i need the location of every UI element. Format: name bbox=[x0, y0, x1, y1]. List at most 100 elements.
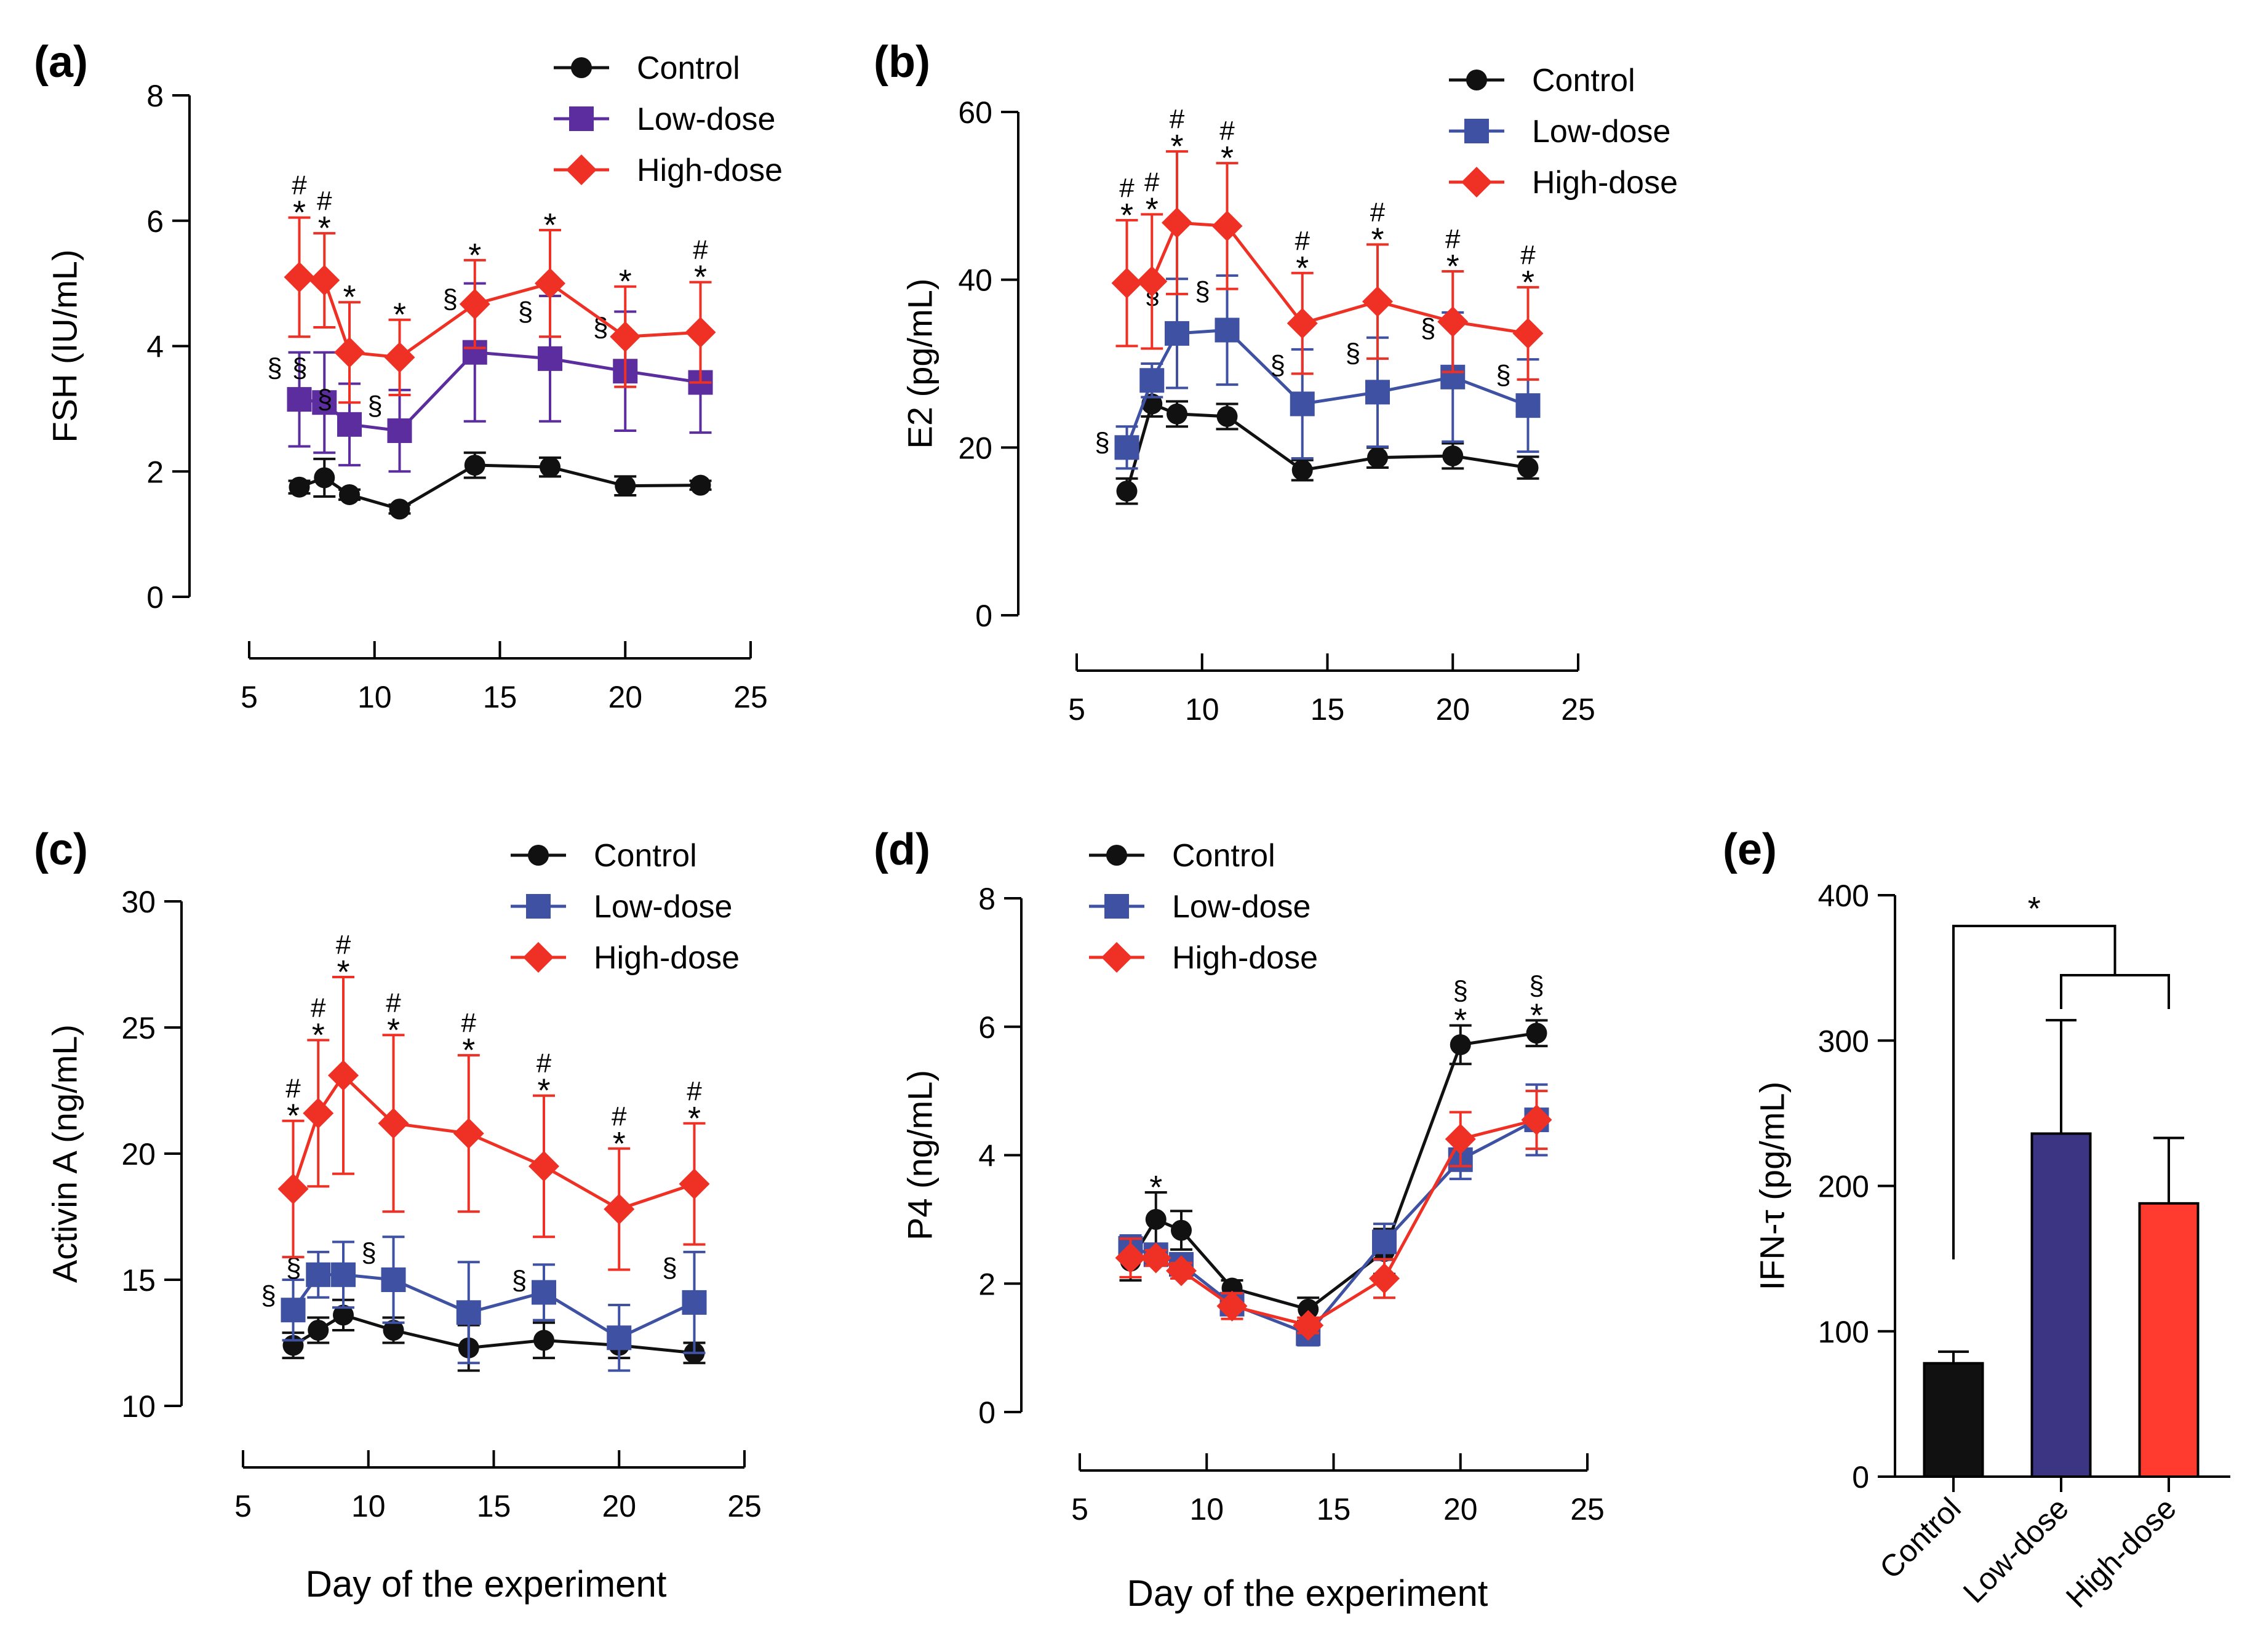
series-control bbox=[288, 451, 712, 520]
data-point bbox=[607, 1325, 632, 1351]
significance-bracket: * bbox=[1952, 890, 2170, 1259]
data-point bbox=[387, 418, 412, 444]
bar-high-dose bbox=[2138, 1202, 2200, 1478]
significance-hash: # bbox=[537, 1048, 552, 1079]
x-category-label: Control bbox=[1873, 1491, 1968, 1586]
series-high-dose: *#*#*#*#*#*#*#*# bbox=[1111, 104, 1544, 381]
y-tick-label: 0 bbox=[1852, 1460, 1869, 1494]
x-tick-label: 25 bbox=[1561, 692, 1595, 727]
significance-section: § bbox=[1529, 970, 1544, 1000]
significance-section: § bbox=[1453, 976, 1468, 1006]
legend-marker bbox=[1461, 167, 1492, 198]
data-point bbox=[1367, 447, 1388, 468]
y-tick-label: 200 bbox=[1818, 1170, 1869, 1204]
x-tick-label: 5 bbox=[234, 1489, 252, 1523]
x-tick-label: 5 bbox=[241, 680, 258, 714]
legend-marker bbox=[1104, 894, 1129, 919]
y-axis-title: IFN-τ (pg/mL) bbox=[1753, 1082, 1792, 1290]
series-high-dose: *#*#*#*#*#*#*#*# bbox=[277, 930, 710, 1271]
significance-hash: # bbox=[461, 1008, 477, 1038]
y-tick-label: 30 bbox=[121, 885, 156, 919]
data-point bbox=[312, 390, 337, 415]
panel-label: (a) bbox=[34, 38, 88, 87]
legend: Control Low-dose High-dose bbox=[554, 50, 783, 188]
series-low-dose: §§§§§§§ bbox=[1095, 274, 1541, 470]
data-point bbox=[1362, 286, 1393, 317]
data-point bbox=[1450, 1034, 1471, 1055]
significance-section: § bbox=[361, 1237, 376, 1267]
significance-star: * bbox=[293, 194, 306, 231]
significance-star: * bbox=[1454, 1002, 1467, 1039]
significance-star: * bbox=[1530, 997, 1543, 1034]
x-axis-title: Day of the experiment bbox=[1127, 1573, 1488, 1614]
data-point bbox=[309, 265, 340, 296]
significance-hash: # bbox=[317, 186, 332, 216]
data-point bbox=[1293, 1310, 1324, 1341]
x-category-label: Low-dose bbox=[1957, 1491, 2075, 1610]
data-point bbox=[383, 1320, 404, 1341]
data-point bbox=[456, 1300, 481, 1325]
data-point bbox=[334, 337, 365, 368]
significance-hash: # bbox=[1370, 197, 1386, 227]
data-point bbox=[682, 1290, 707, 1315]
series-control bbox=[282, 1298, 706, 1372]
data-point bbox=[1145, 1208, 1167, 1230]
data-point bbox=[328, 1059, 359, 1091]
significance-section: § bbox=[267, 353, 282, 383]
y-tick-label: 6 bbox=[978, 1010, 995, 1045]
data-point bbox=[1521, 1104, 1552, 1136]
data-point bbox=[289, 476, 310, 498]
data-point bbox=[1515, 393, 1541, 418]
data-point bbox=[314, 467, 335, 489]
significance-star: * bbox=[619, 263, 632, 300]
legend-label: High-dose bbox=[594, 940, 740, 976]
data-point bbox=[1372, 1229, 1397, 1255]
significance-section: § bbox=[512, 1265, 527, 1295]
legend-marker bbox=[1106, 845, 1127, 866]
bar-low-dose bbox=[2030, 1132, 2092, 1478]
y-axis-title: E2 (pg/mL) bbox=[901, 279, 939, 449]
significance-section: § bbox=[367, 391, 382, 421]
significance-section: § bbox=[1421, 313, 1435, 343]
significance-star: * bbox=[1170, 128, 1183, 165]
data-point bbox=[1216, 1290, 1248, 1322]
x-tick-label: 15 bbox=[1317, 1492, 1351, 1526]
data-point bbox=[533, 1330, 554, 1351]
data-point bbox=[1512, 317, 1544, 349]
data-point bbox=[1211, 210, 1243, 242]
significance-hash: # bbox=[1520, 240, 1536, 270]
y-tick-label: 20 bbox=[121, 1137, 156, 1171]
legend-label: Control bbox=[637, 50, 740, 86]
data-point bbox=[529, 1151, 559, 1182]
y-axis-title: FSH (IU/mL) bbox=[46, 249, 84, 442]
y-tick-label: 0 bbox=[975, 599, 992, 633]
significance-star: * bbox=[1296, 250, 1309, 287]
data-point bbox=[1171, 1219, 1192, 1241]
y-tick-label: 100 bbox=[1818, 1315, 1869, 1349]
y-tick-label: 2 bbox=[978, 1267, 995, 1301]
y-tick-label: 4 bbox=[978, 1139, 995, 1173]
significance-hash: # bbox=[386, 988, 401, 1018]
x-tick-label: 20 bbox=[1435, 692, 1470, 727]
data-point bbox=[1287, 308, 1318, 339]
series-high-dose: *#*#* **** *# bbox=[284, 170, 716, 404]
y-tick-label: 8 bbox=[146, 79, 164, 113]
significance-hash: # bbox=[292, 170, 307, 201]
significance-star: * bbox=[287, 1098, 300, 1135]
data-point bbox=[306, 1262, 331, 1287]
series-line bbox=[292, 1073, 695, 1211]
y-tick-label: 10 bbox=[121, 1389, 156, 1424]
legend-marker bbox=[569, 106, 594, 131]
data-point bbox=[690, 474, 711, 496]
significance-section: § bbox=[443, 284, 458, 314]
data-point bbox=[1437, 306, 1469, 337]
panel-c: (c) 10 15 20 25 30 Activin A (ng/mL) 5 10 15 20 25 D… bbox=[34, 825, 762, 1605]
series-line bbox=[1125, 402, 1528, 492]
x-axis-title: Day of the experiment bbox=[306, 1563, 667, 1605]
significance-section: § bbox=[1195, 276, 1210, 306]
significance-star: * bbox=[694, 259, 707, 296]
series-line bbox=[1130, 1118, 1538, 1336]
x-tick-label: 20 bbox=[1443, 1492, 1478, 1526]
data-point bbox=[277, 1173, 309, 1205]
